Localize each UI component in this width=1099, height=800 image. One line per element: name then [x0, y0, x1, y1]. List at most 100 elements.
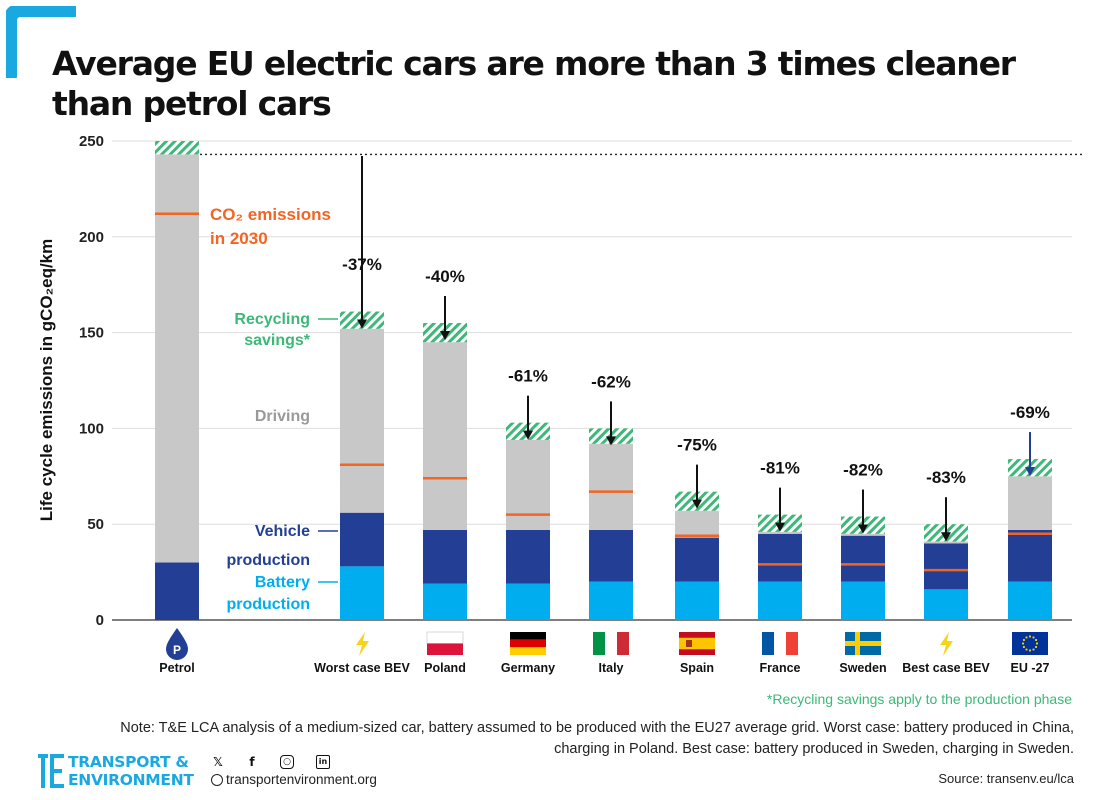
reduction-label: -81%: [760, 459, 800, 478]
bar-segment-germany-driving: [506, 439, 550, 530]
battery-legend-line-2: production: [226, 596, 310, 613]
co2-2030-label-line-2: in 2030: [210, 229, 268, 248]
bar-segment-petrol-driving: [155, 154, 199, 563]
bar-segment-eu-27-vehicle-production: [1008, 529, 1052, 582]
flag-star: [1034, 638, 1038, 642]
flag-stripe: [774, 632, 786, 655]
vehicle-legend-line-1: Vehicle: [255, 523, 310, 540]
note-line-1: Note: T&E LCA analysis of a medium-sized…: [120, 720, 1074, 736]
flag-cross: [845, 641, 881, 646]
bar-segment-worst-case-bev-battery-production: [340, 566, 384, 620]
x-tick-label: Sweden: [839, 661, 886, 675]
reduction-arrowhead: [775, 522, 785, 532]
bar-segment-italy-driving: [589, 443, 633, 530]
facebook-icon[interactable]: f: [249, 755, 255, 769]
reduction-arrowhead: [357, 319, 367, 329]
flag-star: [1032, 648, 1035, 651]
chart-title: Average EU electric cars are more than 3…: [52, 44, 1016, 123]
flag-germany-icon: [510, 632, 546, 655]
reduction-label: -83%: [926, 468, 966, 487]
flag-france-icon: [762, 632, 798, 655]
flag-stripe: [510, 632, 546, 640]
y-tick-label: 0: [96, 612, 104, 629]
reduction-label: -37%: [342, 255, 382, 274]
bar-segment-sweden-battery-production: [841, 581, 885, 620]
bar-segment-france-driving: [758, 531, 802, 534]
bar-segment-spain-driving: [675, 510, 719, 538]
reduction-arrowhead: [692, 499, 702, 509]
bar-segment-eu-27-driving: [1008, 476, 1052, 530]
instagram-icon[interactable]: ○: [280, 755, 294, 769]
recycling-legend-line-1: Recycling: [234, 311, 310, 328]
battery-legend-line-1: Battery: [255, 574, 310, 591]
x-tick-label: Spain: [680, 661, 714, 675]
flag-stripe: [510, 639, 546, 648]
lightning-bolt-shape: [940, 632, 953, 656]
social-links: 𝕏 f ○ in: [210, 754, 340, 772]
flag-field: [1012, 632, 1048, 655]
reduction-arrowhead: [858, 524, 868, 534]
bar-segment-poland-battery-production: [423, 583, 467, 620]
bar-segment-spain-vehicle-production: [675, 537, 719, 582]
reduction-arrowhead: [606, 436, 616, 446]
flag-italy-icon: [593, 632, 629, 655]
flag-emblem: [686, 640, 692, 647]
flag-star: [1025, 636, 1028, 639]
petrol-pump-icon: P: [166, 628, 188, 660]
reduction-label: -69%: [1010, 403, 1050, 422]
x-tick-label: Worst case BEV: [314, 661, 410, 675]
reduction-label: -40%: [425, 267, 465, 286]
reduction-arrowhead: [941, 532, 951, 542]
source-credit: Source: transenv.eu/lca: [938, 771, 1074, 786]
lightning-icon: [356, 632, 369, 656]
flag-star: [1022, 645, 1026, 649]
methodology-note: Note: T&E LCA analysis of a medium-sized…: [40, 718, 1074, 760]
petrol-drop-shape: [166, 628, 188, 660]
flag-star: [1022, 638, 1026, 642]
flag-eu-icon: [1012, 632, 1048, 655]
x-tick-label: Best case BEV: [902, 661, 990, 675]
x-tick-label: EU -27: [1011, 661, 1050, 675]
bar-segment-poland-driving: [423, 342, 467, 530]
bar-segment-petrol-recycling-savings-: [155, 141, 199, 155]
brand-name-line-2: ENVIRONMENT: [68, 771, 194, 789]
x-tick-label: Italy: [598, 661, 623, 675]
bar-segment-eu-27-battery-production: [1008, 581, 1052, 620]
bar-segment-france-vehicle-production: [758, 533, 802, 582]
bar-segment-germany-battery-production: [506, 583, 550, 620]
flag-stripe: [593, 632, 605, 655]
reduction-arrowhead: [523, 430, 533, 440]
reduction-label: -75%: [677, 436, 717, 455]
bar-segment-spain-battery-production: [675, 581, 719, 620]
te-logo-icon: [38, 754, 64, 788]
flag-star: [1025, 648, 1028, 651]
flag-star: [1035, 642, 1039, 645]
flag-star: [1021, 642, 1025, 645]
reduction-arrowhead: [440, 331, 450, 341]
recycling-footnote: *Recycling savings apply to the producti…: [766, 691, 1072, 707]
x-tick-label: Germany: [501, 661, 555, 675]
twitter-icon[interactable]: 𝕏: [213, 755, 223, 769]
bar-segment-sweden-vehicle-production: [841, 535, 885, 582]
linkedin-icon[interactable]: in: [316, 755, 330, 769]
website-link[interactable]: transportenvironment.org: [211, 772, 377, 787]
flag-poland-icon: [426, 631, 464, 655]
bar-segment-germany-vehicle-production: [506, 529, 550, 584]
flag-star: [1034, 645, 1038, 649]
flag-stripe: [617, 632, 629, 655]
bar-segment-best-case-bev-vehicle-production: [924, 543, 968, 590]
lightning-bolt-shape: [356, 632, 369, 656]
brand-logo: TRANSPORT & ENVIRONMENT: [38, 752, 218, 792]
vehicle-legend-line-2: production: [226, 552, 310, 569]
bar-chart: 0 50 100 150 200 250 Petrol Worst case BEV Polan…: [37, 133, 1082, 675]
bar-segment-france-battery-production: [758, 581, 802, 620]
y-axis-title: Life cycle emissions in gCO₂eq/km: [37, 239, 56, 521]
website-text: transportenvironment.org: [226, 772, 377, 787]
bar-segment-best-case-bev-battery-production: [924, 589, 968, 620]
flag-star: [1028, 635, 1032, 638]
globe-icon: [211, 774, 223, 786]
lightning-icon: [940, 632, 953, 656]
bar-segment-petrol-vehicle-production: [155, 562, 199, 620]
y-tick-label: 100: [79, 420, 104, 437]
flag-stripe: [427, 643, 463, 655]
